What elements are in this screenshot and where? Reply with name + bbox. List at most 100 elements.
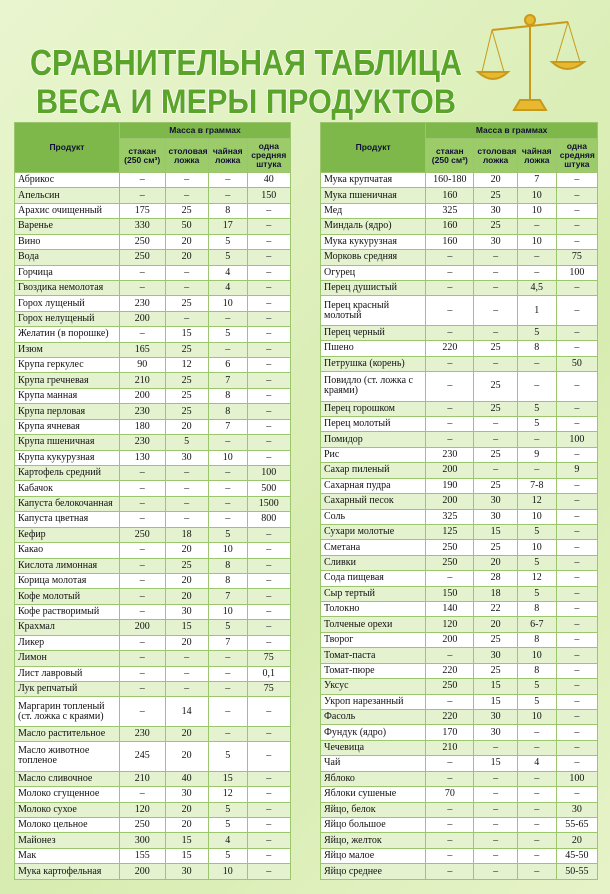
table-row: Яйцо, белок – – –30 xyxy=(319,801,599,818)
cell-value: – xyxy=(425,249,475,266)
cell-value: – xyxy=(118,634,166,652)
cell-value: – xyxy=(555,647,599,664)
cell-value: – xyxy=(555,446,599,464)
table-row: Горох лущеный 230 25 10– xyxy=(14,295,292,312)
cell-value: 250 xyxy=(425,678,475,695)
cell-product: Сахарный песок xyxy=(319,493,427,510)
cell-product: Мука кукурузная xyxy=(319,233,427,251)
cell-value: – xyxy=(425,371,475,402)
cell-value: – xyxy=(207,665,248,682)
cell-value: 45-50 xyxy=(555,847,599,865)
cell-product: Молоко сухое xyxy=(14,801,120,818)
cell-value: 25 xyxy=(473,340,518,357)
cell-value: – xyxy=(246,863,292,880)
cell-product: Томат-пюре xyxy=(319,662,427,680)
cell-value: – xyxy=(118,786,166,803)
table-row: Изюм 165 25– – xyxy=(14,341,292,359)
cell-value: 30 xyxy=(473,724,518,741)
cell-value: – xyxy=(555,678,599,695)
cell-product: Толченые орехи xyxy=(319,616,427,633)
cell-value: 18 xyxy=(164,526,209,544)
cell-value: 40 xyxy=(164,770,209,788)
cell-value: 20 xyxy=(164,801,209,818)
cell-value: – xyxy=(207,696,248,727)
cell-value: – xyxy=(473,801,518,818)
table-row: Лист лавровый – – –0,1 xyxy=(14,665,292,682)
cell-product: Крахмал xyxy=(14,619,120,636)
cell-value: 18 xyxy=(473,585,518,603)
table-right: Продукт Масса в граммах стакан (250 см³) ст… xyxy=(319,122,599,880)
table-row: Яйцо среднее – – –50-55 xyxy=(319,863,599,880)
cell-product: Масло сливочное xyxy=(14,770,120,788)
cell-product: Укроп нарезанный xyxy=(319,693,427,710)
cell-value: 12 xyxy=(516,570,557,587)
cell-value: – xyxy=(473,863,518,880)
table-row: Ликер –20 7– xyxy=(14,634,292,652)
table-row: Чай –15 4– xyxy=(319,755,599,772)
cell-value: 15 xyxy=(473,523,518,541)
cell-value: – xyxy=(207,725,248,743)
table-row: Маргарин топленый (ст. ложка с краями) –1… xyxy=(14,696,292,727)
cell-value: 210 xyxy=(425,739,475,757)
cell-value: – xyxy=(516,431,557,448)
cell-value: – xyxy=(246,326,292,343)
cell-value: – xyxy=(555,233,599,251)
cell-value: – xyxy=(516,218,557,235)
cell-value: 25 xyxy=(473,218,518,235)
cell-value: – xyxy=(555,539,599,556)
cell-value: – xyxy=(118,650,166,667)
table-row: Варенье 330 50 17– xyxy=(14,218,292,235)
cell-product: Гвоздика немолотая xyxy=(14,279,120,297)
cell-value: – xyxy=(118,264,166,281)
cell-value: – xyxy=(555,218,599,235)
cell-value: – xyxy=(473,832,518,849)
cell-value: 210 xyxy=(118,372,166,389)
cell-value: 4 xyxy=(516,755,557,772)
table-row: Кислота лимонная –25 8– xyxy=(14,557,292,574)
table-row: Капуста цветная – – –800 xyxy=(14,511,292,528)
cell-product: Желатин (в порошке) xyxy=(14,326,120,343)
cell-value: – xyxy=(246,741,292,772)
cell-value: 75 xyxy=(555,249,599,266)
cell-value: 120 xyxy=(425,616,475,633)
table-row: Яблоко – – –100 xyxy=(319,770,599,788)
table-row: Вино 250 20 5– xyxy=(14,233,292,251)
cell-value: 30 xyxy=(473,708,518,726)
table-row: Крахмал 200 15 5– xyxy=(14,619,292,636)
cell-value: 5 xyxy=(207,249,248,266)
cell-product: Кабачок xyxy=(14,480,120,497)
cell-value: 330 xyxy=(118,218,166,235)
cell-value: 25 xyxy=(473,371,518,402)
header-col: одна средняя штука xyxy=(246,138,292,173)
cell-value: 800 xyxy=(246,511,292,528)
cell-value: 20 xyxy=(164,572,209,590)
cell-value: – xyxy=(555,493,599,510)
cell-product: Капуста белокочанная xyxy=(14,495,120,513)
cell-value: 10 xyxy=(516,647,557,664)
cell-value: 25 xyxy=(164,372,209,389)
cell-value: – xyxy=(555,570,599,587)
table-row: Апельсин – – –150 xyxy=(14,187,292,204)
table-row: Вода 250 20 5– xyxy=(14,249,292,266)
cell-value: 25 xyxy=(473,187,518,204)
table-row: Уксус 250 15 5– xyxy=(319,678,599,695)
cell-value: 5 xyxy=(516,400,557,417)
cell-product: Арахис очищенный xyxy=(14,202,120,220)
cell-product: Кофе растворимый xyxy=(14,603,120,621)
cell-value: – xyxy=(207,341,248,359)
cell-value: – xyxy=(516,462,557,479)
cell-value: – xyxy=(118,171,166,189)
cell-value: – xyxy=(246,588,292,605)
table-row: Масло растительное 230 20– – xyxy=(14,725,292,743)
cell-value: 70 xyxy=(425,786,475,803)
cell-value: – xyxy=(164,665,209,682)
cell-value: – xyxy=(425,770,475,788)
cell-value: 10 xyxy=(516,233,557,251)
cell-product: Перец красный молотый xyxy=(319,295,427,326)
table-row: Фундук (ядро) 170 30– – xyxy=(319,724,599,741)
cell-value: – xyxy=(164,264,209,281)
cell-value: – xyxy=(118,680,166,698)
table-row: Горчица – –4– xyxy=(14,264,292,281)
cell-value: 10 xyxy=(516,187,557,204)
cell-value: – xyxy=(207,511,248,528)
